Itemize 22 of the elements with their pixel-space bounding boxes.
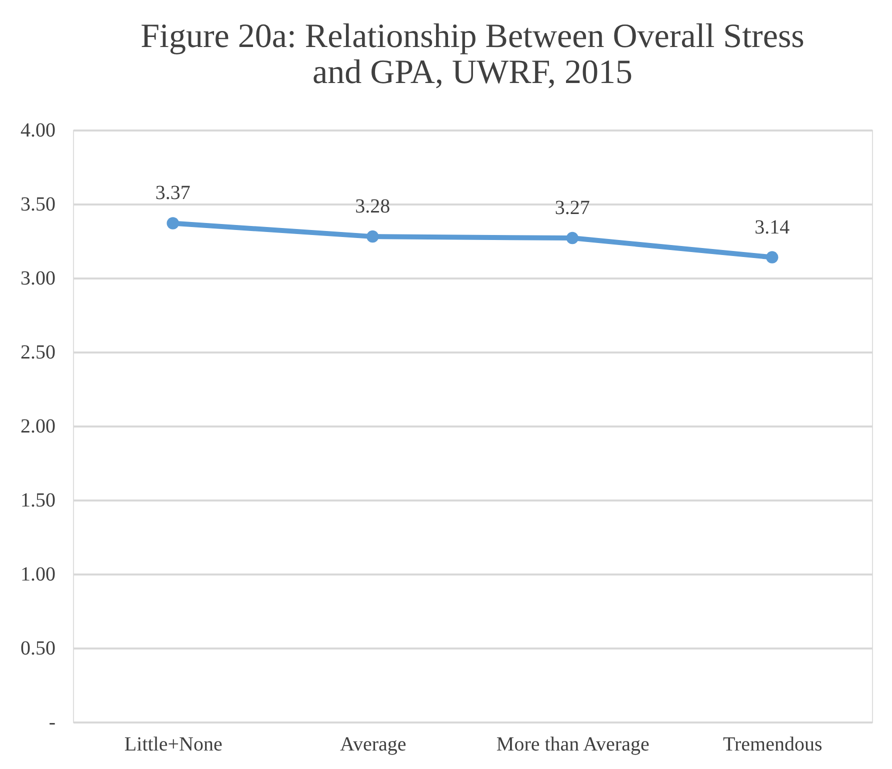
x-tick-label: Tremendous <box>722 734 822 756</box>
y-tick-label: 1.00 <box>20 564 56 586</box>
y-tick-label: 2.50 <box>20 342 56 364</box>
y-tick-label: - <box>48 712 56 734</box>
y-tick-label: 1.50 <box>20 490 56 512</box>
point <box>566 232 578 244</box>
point <box>166 217 179 230</box>
y-tick-label: 3.00 <box>20 268 56 290</box>
data-label: 3.37 <box>155 182 190 204</box>
point <box>366 230 379 243</box>
y-tick-label: 4.00 <box>20 120 56 142</box>
x-tick-label: More than Average <box>496 734 650 756</box>
data-label: 3.14 <box>754 216 790 238</box>
chart-title: Figure 20a: Relationship Between Overall Stress and GPA, UWRF, 2015 <box>140 18 804 91</box>
data-label: 3.27 <box>554 197 590 220</box>
y-tick-label: 3.50 <box>20 194 56 216</box>
y-tick-label: 0.50 <box>20 638 56 660</box>
y-tick-label: 2.00 <box>20 416 56 438</box>
x-tick-label: Average <box>340 734 406 756</box>
point <box>766 251 778 264</box>
data-label: 3.28 <box>355 196 390 218</box>
x-tick-label: Little+None <box>124 734 222 756</box>
